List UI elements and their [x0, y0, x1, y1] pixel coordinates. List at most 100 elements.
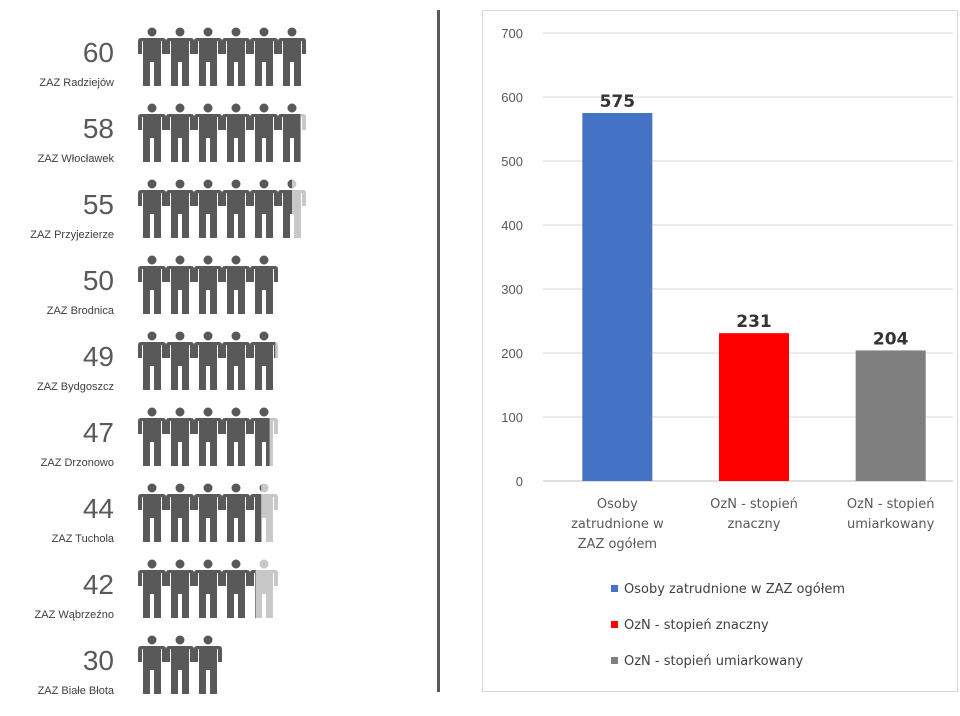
- person-icon: [138, 255, 166, 314]
- person-icon-group: [138, 559, 278, 618]
- person-icon-group: [138, 103, 306, 162]
- zaz-count: 58: [82, 113, 114, 144]
- legend-swatch: [611, 585, 618, 592]
- bar-chart: 0 100 200 300 400 500 600 700 575 Osoby zatrudnion…: [482, 10, 958, 692]
- person-icon: [166, 635, 194, 694]
- person-icon-group: [138, 331, 278, 390]
- person-icon: [250, 331, 278, 390]
- y-tick-label: 500: [501, 154, 523, 169]
- person-icon: [194, 407, 222, 466]
- person-icon: [222, 27, 250, 86]
- y-tick-label: 700: [501, 26, 523, 41]
- data-label: 204: [873, 329, 909, 349]
- person-icon: [250, 179, 278, 238]
- person-icon: [166, 179, 194, 238]
- y-tick-label: 400: [501, 218, 523, 233]
- legend-swatch: [611, 657, 618, 664]
- person-icon: [250, 255, 278, 314]
- y-tick-label: 300: [501, 282, 523, 297]
- zaz-row: 42 ZAZ Wąbrzeźno: [0, 559, 420, 640]
- person-icon: [250, 407, 278, 466]
- bar: [719, 333, 789, 481]
- zaz-count: 47: [82, 417, 114, 448]
- person-icon: [194, 255, 222, 314]
- person-icon: [166, 483, 194, 542]
- legend-label: OzN - stopień znaczny: [624, 618, 769, 633]
- zaz-row: 49 ZAZ Bydgoszcz: [0, 331, 420, 412]
- person-icon: [166, 27, 194, 86]
- zaz-row: 30 ZAZ Białe Błota: [0, 635, 420, 716]
- person-icon: [138, 635, 166, 694]
- zaz-count: 44: [82, 493, 114, 524]
- bar: [855, 350, 926, 481]
- person-icon: [166, 331, 194, 390]
- person-icon: [194, 331, 222, 390]
- zaz-row: 58 ZAZ Włocławek: [0, 103, 420, 184]
- person-icon: [222, 179, 250, 238]
- legend-label: OzN - stopień umiarkowany: [624, 654, 803, 669]
- zaz-count: 42: [82, 569, 114, 600]
- person-icon: [166, 103, 194, 162]
- person-icon-group: [138, 635, 222, 694]
- person-icon: [222, 483, 250, 542]
- person-icon: [222, 103, 250, 162]
- person-icon: [194, 103, 222, 162]
- zaz-row: 60 ZAZ Radziejów: [0, 27, 420, 108]
- data-label: 231: [736, 312, 772, 332]
- y-tick-label: 600: [501, 90, 523, 105]
- person-icon: [138, 179, 166, 238]
- person-icon: [222, 331, 250, 390]
- zaz-row: 47 ZAZ Drzonowo: [0, 407, 420, 488]
- zaz-row: 44 ZAZ Tuchola: [0, 483, 420, 564]
- person-icon: [222, 407, 250, 466]
- zaz-count: 60: [82, 37, 114, 68]
- legend-swatch: [611, 621, 618, 628]
- person-icon: [138, 407, 166, 466]
- y-tick-label: 100: [501, 410, 523, 425]
- zaz-name: ZAZ Radziejów: [39, 77, 114, 89]
- person-icon-group: [138, 483, 278, 542]
- person-icon: [138, 27, 166, 86]
- person-icon-group: [138, 255, 278, 314]
- zaz-name: ZAZ Drzonowo: [40, 457, 114, 469]
- category-label: OzN - stopień umiarkowany: [847, 497, 935, 532]
- person-icon: [194, 635, 222, 694]
- person-icon: [278, 103, 306, 162]
- y-tick-label: 200: [501, 346, 523, 361]
- y-tick-label: 0: [516, 474, 523, 489]
- person-icon: [138, 331, 166, 390]
- category-label: Osoby zatrudnione w ZAZ ogółem: [571, 497, 664, 552]
- person-icon: [138, 559, 166, 618]
- zaz-name: ZAZ Brodnica: [46, 305, 114, 317]
- zaz-name: ZAZ Przyjezierze: [30, 229, 114, 241]
- person-icon-group: [138, 27, 306, 86]
- person-icon: [138, 103, 166, 162]
- person-icon: [166, 407, 194, 466]
- zaz-row: 50 ZAZ Brodnica: [0, 255, 420, 336]
- person-icon: [278, 27, 306, 86]
- person-icon: [250, 559, 278, 618]
- person-icon: [194, 483, 222, 542]
- person-icon: [222, 255, 250, 314]
- zaz-infographic: 60 ZAZ Radziejów 58 ZAZ Włocławek 55 ZAZ Przy…: [0, 0, 420, 697]
- zaz-name: ZAZ Białe Błota: [37, 685, 114, 697]
- zaz-count: 50: [82, 265, 114, 296]
- zaz-name: ZAZ Bydgoszcz: [36, 381, 114, 393]
- zaz-count: 55: [82, 189, 114, 220]
- person-icon: [138, 483, 166, 542]
- person-icon: [250, 483, 278, 542]
- person-icon: [194, 27, 222, 86]
- zaz-count: 49: [82, 341, 114, 372]
- person-icon: [222, 559, 250, 618]
- person-icon: [278, 179, 306, 238]
- legend-label: Osoby zatrudnione w ZAZ ogółem: [624, 582, 845, 597]
- bar-chart-svg: 0 100 200 300 400 500 600 700 575 Osoby zatrudnion…: [501, 26, 953, 669]
- zaz-name: ZAZ Włocławek: [37, 153, 114, 165]
- zaz-name: ZAZ Tuchola: [51, 533, 114, 545]
- zaz-row: 55 ZAZ Przyjezierze: [0, 179, 420, 260]
- person-icon-group: [138, 407, 278, 466]
- person-icon: [166, 255, 194, 314]
- bar: [582, 113, 653, 481]
- zaz-name: ZAZ Wąbrzeźno: [34, 609, 114, 621]
- person-icon: [194, 179, 222, 238]
